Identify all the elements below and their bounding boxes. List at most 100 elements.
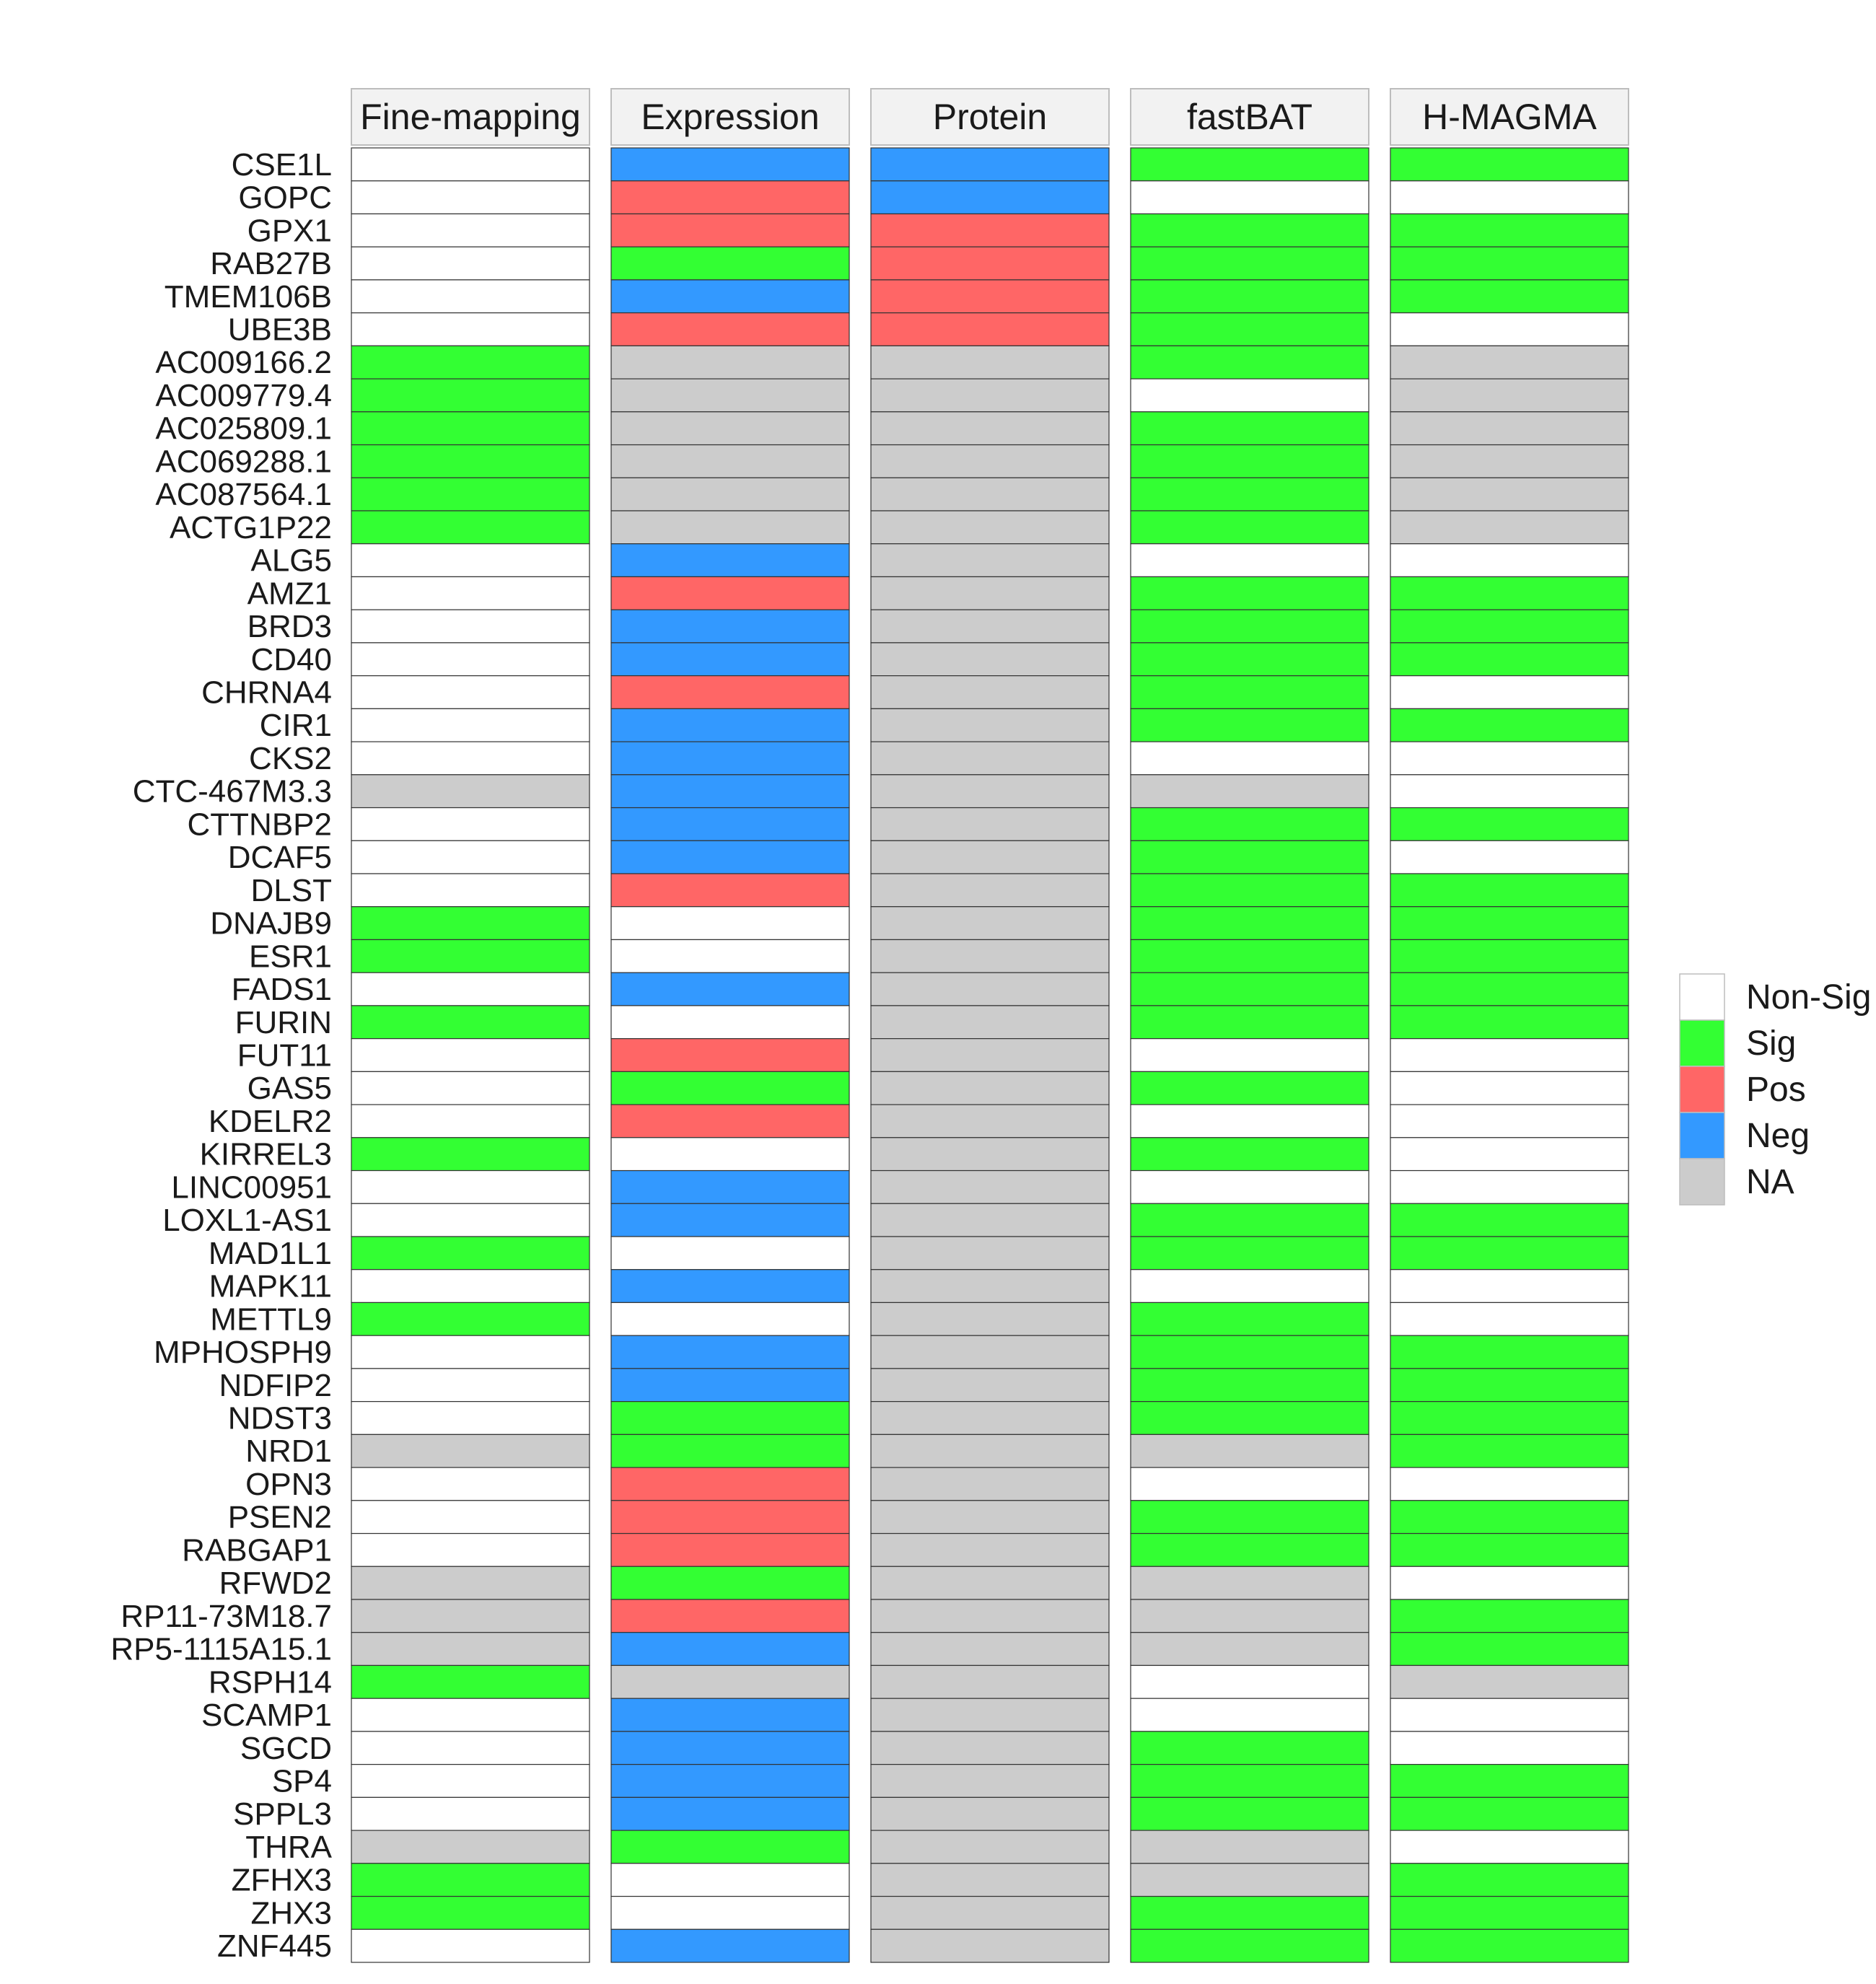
- row-label-gpx1: GPX1: [247, 213, 332, 248]
- strip-label-fastbat: fastBAT: [1187, 97, 1312, 137]
- cell-ctc-467m3-3-protein: [870, 774, 1110, 809]
- cell-opn3-fastbat: [1130, 1467, 1369, 1501]
- cell-mettl9-protein: [870, 1302, 1110, 1336]
- cell-amz1-fastbat: [1130, 576, 1369, 610]
- cell-furin-fine-mapping: [351, 1005, 590, 1040]
- cell-tmem106b-expression: [610, 279, 850, 314]
- row-label-ctc-467m3-3: CTC-467M3.3: [133, 774, 332, 809]
- cell-rsph14-h-magma: [1390, 1664, 1629, 1699]
- strip-h-magma: [1390, 88, 1629, 146]
- cell-kdelr2-h-magma: [1390, 1104, 1629, 1138]
- row-label-ac025809-1: AC025809.1: [155, 411, 332, 447]
- cell-opn3-expression: [610, 1467, 850, 1501]
- cell-thra-fine-mapping: [351, 1830, 590, 1864]
- cell-ndfip2-fastbat: [1130, 1368, 1369, 1403]
- row-label-rsph14: RSPH14: [209, 1664, 332, 1700]
- cell-dnajb9-fastbat: [1130, 906, 1369, 941]
- cell-actg1p22-fine-mapping: [351, 510, 590, 545]
- cell-rab27b-protein: [870, 246, 1110, 281]
- row-label-thra: THRA: [245, 1830, 332, 1865]
- strip-protein: [870, 88, 1110, 146]
- cell-kirrel3-fastbat: [1130, 1137, 1369, 1172]
- cell-furin-protein: [870, 1005, 1110, 1040]
- legend-label-pos: Pos: [1746, 1071, 1806, 1109]
- cell-cse1l-protein: [870, 147, 1110, 182]
- cell-cd40-expression: [610, 642, 850, 677]
- cell-dnajb9-fine-mapping: [351, 906, 590, 941]
- strip-label-h-magma: H-MAGMA: [1422, 97, 1597, 137]
- cell-mad1l1-fastbat: [1130, 1236, 1369, 1270]
- row-label-ndfip2: NDFIP2: [219, 1368, 332, 1403]
- cell-cks2-fine-mapping: [351, 741, 590, 776]
- cell-scamp1-h-magma: [1390, 1698, 1629, 1732]
- cell-cd40-fastbat: [1130, 642, 1369, 677]
- cell-scamp1-expression: [610, 1698, 850, 1732]
- cell-gpx1-fastbat: [1130, 213, 1369, 247]
- cell-ndfip2-h-magma: [1390, 1368, 1629, 1403]
- row-label-dlst: DLST: [251, 873, 332, 908]
- row-label-amz1: AMZ1: [247, 576, 332, 611]
- cell-mphosph9-protein: [870, 1335, 1110, 1369]
- cell-amz1-expression: [610, 576, 850, 610]
- cell-cd40-h-magma: [1390, 642, 1629, 677]
- legend-label-na: NA: [1746, 1163, 1794, 1201]
- cell-ac069288-1-fine-mapping: [351, 444, 590, 478]
- cell-nrd1-fastbat: [1130, 1434, 1369, 1468]
- cell-ac009166-2-h-magma: [1390, 345, 1629, 379]
- cell-znf445-expression: [610, 1928, 850, 1963]
- row-label-nrd1: NRD1: [245, 1434, 332, 1469]
- cell-thra-h-magma: [1390, 1830, 1629, 1864]
- cell-ctc-467m3-3-fastbat: [1130, 774, 1369, 809]
- legend-key-pos: [1679, 1066, 1725, 1113]
- cell-fads1-expression: [610, 972, 850, 1006]
- legend-key-neg: [1679, 1112, 1725, 1159]
- cell-psen2-h-magma: [1390, 1500, 1629, 1535]
- cell-nrd1-fine-mapping: [351, 1434, 590, 1468]
- row-label-sppl3: SPPL3: [233, 1796, 332, 1832]
- cell-furin-h-magma: [1390, 1005, 1629, 1040]
- cell-zfhx3-fastbat: [1130, 1863, 1369, 1897]
- cell-opn3-fine-mapping: [351, 1467, 590, 1501]
- cell-mphosph9-h-magma: [1390, 1335, 1629, 1369]
- cell-ac009779-4-fastbat: [1130, 378, 1369, 413]
- cell-esr1-fastbat: [1130, 939, 1369, 973]
- row-label-ndst3: NDST3: [228, 1401, 332, 1436]
- cell-ube3b-fine-mapping: [351, 312, 590, 346]
- cell-dnajb9-protein: [870, 906, 1110, 941]
- legend-label-non-sig: Non-Sig: [1746, 978, 1871, 1017]
- cell-gopc-protein: [870, 180, 1110, 215]
- cell-linc00951-expression: [610, 1169, 850, 1204]
- cell-ac009166-2-fine-mapping: [351, 345, 590, 379]
- cell-mphosph9-expression: [610, 1335, 850, 1369]
- cell-cse1l-fine-mapping: [351, 147, 590, 182]
- cell-kirrel3-protein: [870, 1137, 1110, 1172]
- cell-fads1-protein: [870, 972, 1110, 1006]
- cell-rabgap1-h-magma: [1390, 1532, 1629, 1567]
- cell-nrd1-expression: [610, 1434, 850, 1468]
- cell-mad1l1-protein: [870, 1236, 1110, 1270]
- row-label-brd3: BRD3: [247, 609, 332, 644]
- cell-opn3-h-magma: [1390, 1467, 1629, 1501]
- cell-kdelr2-fine-mapping: [351, 1104, 590, 1138]
- cell-ac087564-1-expression: [610, 477, 850, 512]
- cell-loxl1-as1-h-magma: [1390, 1203, 1629, 1237]
- cell-cttnbp2-fine-mapping: [351, 807, 590, 841]
- cell-zfhx3-fine-mapping: [351, 1863, 590, 1897]
- cell-cir1-fine-mapping: [351, 708, 590, 742]
- cell-rp5-1115a15-1-protein: [870, 1632, 1110, 1667]
- cell-fads1-fastbat: [1130, 972, 1369, 1006]
- cell-znf445-h-magma: [1390, 1928, 1629, 1963]
- cell-scamp1-fine-mapping: [351, 1698, 590, 1732]
- cell-ube3b-protein: [870, 312, 1110, 346]
- cell-gpx1-h-magma: [1390, 213, 1629, 247]
- cell-brd3-expression: [610, 609, 850, 644]
- row-label-mapk11: MAPK11: [209, 1269, 332, 1304]
- cell-actg1p22-protein: [870, 510, 1110, 545]
- row-label-chrna4: CHRNA4: [201, 675, 332, 711]
- row-label-kdelr2: KDELR2: [209, 1104, 332, 1139]
- cell-rsph14-fine-mapping: [351, 1664, 590, 1699]
- strip-label-expression: Expression: [641, 97, 819, 137]
- cell-linc00951-h-magma: [1390, 1169, 1629, 1204]
- cell-rp11-73m18-7-h-magma: [1390, 1599, 1629, 1633]
- cell-ube3b-fastbat: [1130, 312, 1369, 346]
